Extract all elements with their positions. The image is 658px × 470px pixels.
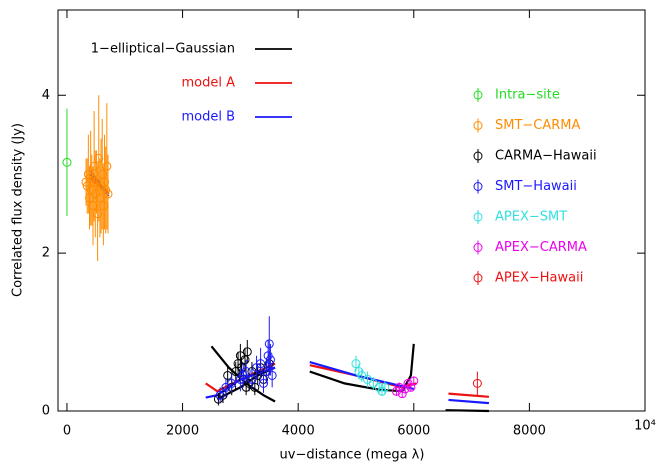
data-point bbox=[380, 382, 390, 392]
plot-frame bbox=[57, 9, 646, 412]
legend-marker bbox=[473, 182, 483, 191]
legend-marker bbox=[473, 151, 483, 161]
data-point bbox=[472, 378, 482, 388]
legend-marker bbox=[473, 243, 483, 252]
data-point bbox=[247, 374, 257, 384]
x-tick-label: 0 bbox=[63, 424, 71, 439]
x-tick-label: 6000 bbox=[397, 424, 430, 439]
legend-label: Intra−site bbox=[495, 88, 560, 103]
data-point bbox=[62, 157, 72, 167]
data-point bbox=[400, 384, 410, 394]
legend-label: APEX−Hawaii bbox=[495, 271, 583, 286]
model-line bbox=[89, 169, 490, 405]
model-line bbox=[89, 177, 490, 398]
legend-marker bbox=[473, 90, 483, 100]
data-point bbox=[409, 376, 419, 386]
model-line bbox=[89, 173, 489, 413]
y-axis-label: Correlated flux density (Jy) bbox=[11, 123, 26, 297]
data-point bbox=[103, 189, 113, 199]
legend-label: CARMA−Hawaii bbox=[495, 149, 597, 164]
x-tick-label: 2000 bbox=[166, 424, 199, 439]
data-point bbox=[94, 153, 104, 163]
x-tick-label: 4000 bbox=[282, 424, 315, 439]
y-tick-label: 0 bbox=[42, 404, 50, 419]
data-point bbox=[267, 370, 277, 380]
legend-label: SMT−Hawaii bbox=[495, 179, 577, 194]
legend-marker bbox=[473, 273, 483, 283]
data-point bbox=[241, 367, 251, 377]
legend-label: APEX−CARMA bbox=[495, 240, 587, 255]
data-point bbox=[215, 390, 225, 400]
data-point bbox=[93, 209, 103, 219]
x-tick-label: 10⁴ bbox=[634, 419, 656, 434]
data-point bbox=[95, 193, 105, 203]
data-point bbox=[89, 161, 99, 171]
legend-marker bbox=[473, 121, 483, 130]
data-point bbox=[218, 390, 228, 400]
y-tick-label: 4 bbox=[42, 88, 50, 103]
legend-marker bbox=[473, 212, 483, 222]
data-point bbox=[264, 339, 274, 349]
model-legend-label: model A bbox=[181, 76, 235, 91]
data-point bbox=[265, 355, 275, 365]
data-point bbox=[97, 169, 107, 179]
data-point bbox=[240, 355, 250, 365]
data-point bbox=[102, 161, 112, 171]
data-point bbox=[88, 201, 98, 211]
data-point bbox=[258, 378, 268, 388]
data-point bbox=[256, 359, 266, 369]
data-point bbox=[250, 382, 260, 392]
data-point bbox=[397, 389, 407, 399]
x-axis-label: uv−distance (mega λ) bbox=[280, 448, 425, 463]
legend-label: SMT−CARMA bbox=[495, 118, 581, 133]
data-point bbox=[98, 201, 108, 211]
data-point bbox=[351, 359, 361, 369]
legend-label: APEX−SMT bbox=[495, 210, 567, 225]
x-tick-label: 8000 bbox=[513, 424, 546, 439]
data-point bbox=[242, 347, 252, 357]
model-legend-label: model B bbox=[181, 110, 235, 125]
data-point bbox=[227, 378, 237, 388]
model-legend-label: 1−elliptical−Gaussian bbox=[91, 42, 235, 57]
y-tick-label: 2 bbox=[42, 246, 50, 261]
